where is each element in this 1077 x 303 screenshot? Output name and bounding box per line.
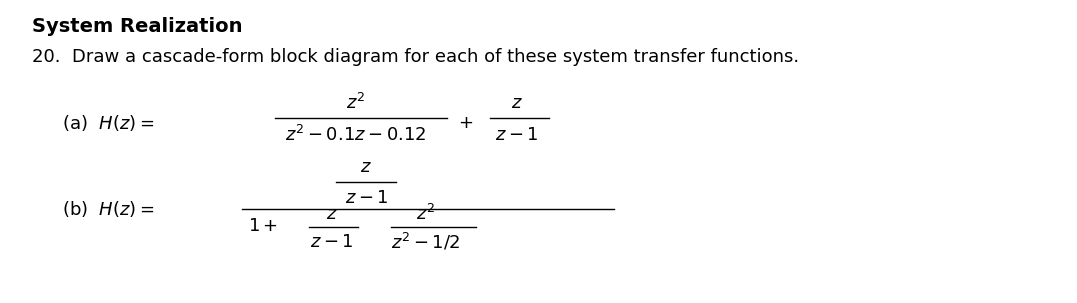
Text: $z$: $z$: [326, 205, 337, 223]
Text: $z - 1$: $z - 1$: [345, 189, 388, 208]
Text: $z^2$: $z^2$: [346, 93, 365, 113]
Text: $1+$: $1+$: [248, 217, 278, 235]
Text: (a)  $H(z) =$: (a) $H(z) =$: [62, 113, 155, 133]
Text: System Realization: System Realization: [32, 17, 242, 36]
Text: (b)  $H(z) =$: (b) $H(z) =$: [62, 199, 155, 219]
Text: $z$: $z$: [361, 158, 372, 176]
Text: $z$: $z$: [512, 94, 522, 112]
Text: $z - 1$: $z - 1$: [310, 233, 353, 251]
Text: $z - 1$: $z - 1$: [495, 126, 538, 144]
Text: $z^2 - 0.1z - 0.12$: $z^2 - 0.1z - 0.12$: [284, 125, 426, 145]
Text: $+$: $+$: [458, 114, 473, 132]
Text: $z^2 - 1/2$: $z^2 - 1/2$: [391, 232, 460, 253]
Text: $z^2$: $z^2$: [416, 204, 435, 224]
Text: 20.  Draw a cascade-form block diagram for each of these system transfer functio: 20. Draw a cascade-form block diagram fo…: [32, 48, 799, 66]
